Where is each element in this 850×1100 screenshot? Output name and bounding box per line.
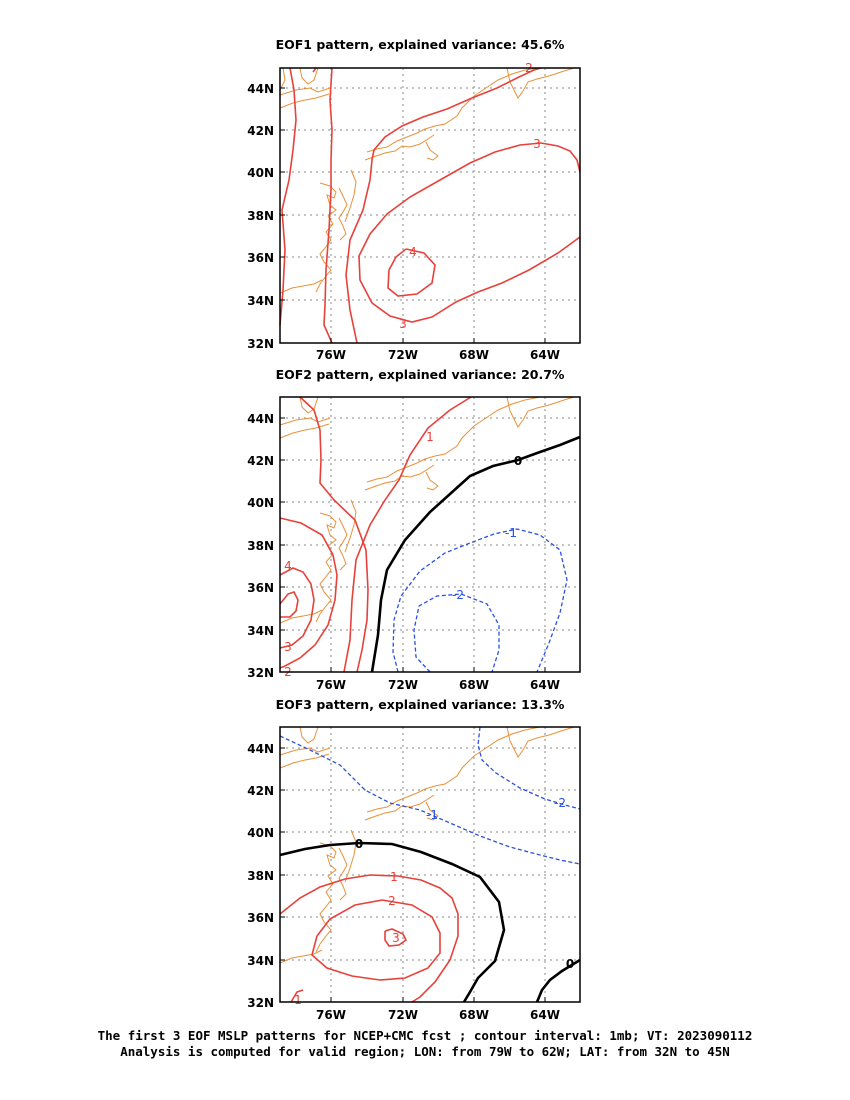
- eof3-contour-label: -1: [426, 808, 438, 822]
- eof1-frame: [279, 67, 581, 344]
- eof3-contour-label: 1: [294, 993, 302, 1007]
- eof1-y-tick: 44N: [247, 82, 274, 96]
- eof2-y-tick: 40N: [247, 496, 274, 510]
- eof3-x-tick: 72W: [388, 1008, 418, 1022]
- eof3-contour-label: 3: [392, 931, 400, 945]
- eof3-contour-label: 1: [390, 870, 398, 884]
- eof2-y-tick: 32N: [247, 666, 274, 680]
- eof3-panel: EOF3 pattern, explained variance: 13.3%: [247, 697, 581, 1022]
- eof1-panel: EOF1 pattern, explained variance: 45.6%: [247, 37, 581, 362]
- eof3-ticks: [280, 747, 546, 1002]
- eof2-x-tick: 72W: [388, 678, 418, 692]
- eof1-y-tick: 34N: [247, 294, 274, 308]
- eof3-y-tick: 42N: [247, 784, 274, 798]
- eof2-x-tick: 76W: [316, 678, 346, 692]
- eof2-contour-label: 0: [514, 454, 522, 468]
- eof1-x-tick: 72W: [388, 348, 418, 362]
- eof2-y-tick: 38N: [247, 539, 274, 553]
- figure-caption: The first 3 EOF MSLP patterns for NCEP+C…: [0, 1028, 850, 1060]
- eof3-y-tick: 40N: [247, 826, 274, 840]
- eof3-x-tick: 64W: [530, 1008, 560, 1022]
- eof3-y-tick: 38N: [247, 869, 274, 883]
- eof2-contours: [279, 396, 581, 673]
- eof3-contours: [279, 726, 581, 1003]
- eof1-y-tick: 36N: [247, 251, 274, 265]
- eof3-x-tick: 68W: [459, 1008, 489, 1022]
- eof2-contour-label: 4: [284, 559, 292, 573]
- eof1-title: EOF1 pattern, explained variance: 45.6%: [276, 37, 565, 52]
- eof1-coastline: [279, 67, 575, 294]
- eof1-x-tick: 68W: [459, 348, 489, 362]
- eof2-y-tick: 42N: [247, 454, 274, 468]
- eof3-contour-label: -2: [554, 796, 566, 810]
- eof3-frame: [279, 726, 581, 1003]
- eof1-ticks: [280, 87, 546, 343]
- eof1-gridlines: [280, 68, 580, 343]
- eof1-contour-label: 4: [409, 245, 417, 259]
- eof2-panel: EOF2 pattern, explained variance: 20.7%: [247, 367, 581, 692]
- eof2-contour-label: 1: [426, 430, 434, 444]
- eof3-contour-label: 0: [355, 837, 363, 851]
- caption-line-2: Analysis is computed for valid region; L…: [120, 1044, 730, 1059]
- eof3-contour-label: 2: [388, 894, 396, 908]
- eof2-x-tick: 68W: [459, 678, 489, 692]
- eof2-title: EOF2 pattern, explained variance: 20.7%: [276, 367, 565, 382]
- eof3-y-tick: 44N: [247, 742, 274, 756]
- eof2-y-tick: 34N: [247, 624, 274, 638]
- eof3-gridlines: [280, 727, 580, 1002]
- eof1-y-tick: 42N: [247, 124, 274, 138]
- eof1-contours: [279, 67, 581, 344]
- eof2-coastline: [279, 396, 575, 624]
- eof2-contour-label: -1: [505, 526, 517, 540]
- eof3-contour-label: 0: [566, 957, 574, 971]
- eof3-y-tick: 32N: [247, 996, 274, 1010]
- eof2-ticks: [280, 417, 546, 672]
- eof2-y-tick: 36N: [247, 581, 274, 595]
- caption-line-1: The first 3 EOF MSLP patterns for NCEP+C…: [97, 1028, 753, 1043]
- eof1-y-tick: 38N: [247, 209, 274, 223]
- eof2-x-tick: 64W: [530, 678, 560, 692]
- eof1-x-tick: 76W: [316, 348, 346, 362]
- eof3-y-tick: 36N: [247, 911, 274, 925]
- eof1-x-tick: 64W: [530, 348, 560, 362]
- eof3-coastline: [279, 726, 575, 964]
- eof3-x-tick: 76W: [316, 1008, 346, 1022]
- eof1-contour-label: 3: [399, 317, 407, 331]
- eof3-y-tick: 34N: [247, 954, 274, 968]
- eof2-frame: [279, 396, 581, 673]
- eof1-contour-label: 3: [533, 137, 541, 151]
- eof3-contour-labels: -1 -2 0 1 2 3 0 1: [294, 796, 574, 1007]
- eof2-contour-label: -2: [452, 588, 464, 602]
- eof2-y-tick: 44N: [247, 412, 274, 426]
- eof1-y-tick: 32N: [247, 337, 274, 351]
- eof2-contour-label: 3: [284, 640, 292, 654]
- eof1-y-tick: 40N: [247, 166, 274, 180]
- eof3-title: EOF3 pattern, explained variance: 13.3%: [276, 697, 565, 712]
